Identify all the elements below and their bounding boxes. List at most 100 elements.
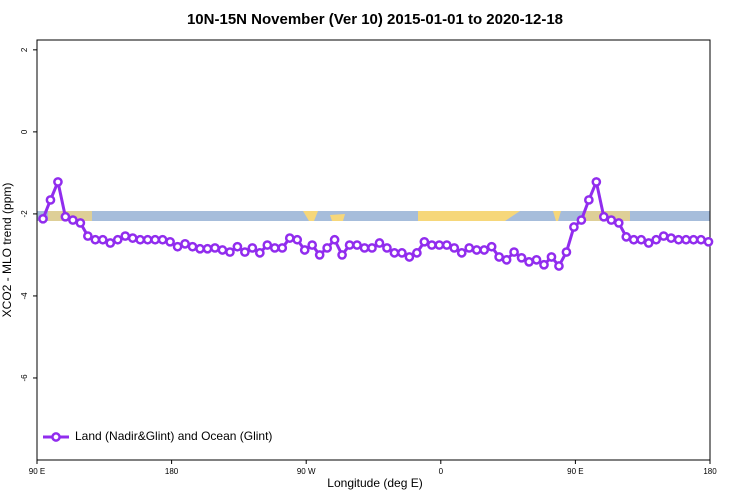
data-point: [172, 241, 183, 252]
data-point: [643, 238, 654, 248]
data-point: [284, 233, 295, 243]
data-point: [621, 232, 632, 242]
data-point: [75, 218, 86, 228]
legend-label: Land (Nadir&Glint) and Ocean (Glint): [75, 429, 272, 443]
data-point: [471, 245, 482, 255]
data-point: [516, 252, 527, 263]
data-point: [382, 243, 392, 253]
data-point: [696, 234, 706, 245]
data-point: [389, 248, 400, 258]
data-point: [97, 234, 108, 245]
data-point: [344, 240, 355, 250]
data-point: [673, 234, 684, 245]
data-point: [569, 222, 579, 232]
data-point: [269, 243, 280, 253]
data-point: [359, 243, 370, 253]
data-point: [307, 240, 318, 250]
data-point: [165, 236, 175, 247]
x-tick-label: 90 W: [297, 467, 316, 476]
x-tick-label: 180: [165, 467, 179, 476]
data-point: [202, 243, 213, 254]
data-point: [591, 177, 602, 187]
data-point: [374, 238, 385, 248]
data-point: [232, 241, 243, 252]
data-point: [509, 247, 519, 257]
data-point: [464, 243, 475, 253]
data-point: [404, 252, 415, 262]
data-point: [277, 243, 288, 253]
data-point: [539, 259, 549, 270]
data-point: [636, 234, 647, 245]
data-point: [120, 231, 131, 241]
data-point: [68, 215, 78, 225]
data-point: [554, 261, 564, 271]
x-tick-label: 90 E: [567, 467, 583, 476]
data-point: [666, 233, 676, 243]
data-point: [337, 250, 347, 260]
x-axis-label: Longitude (deg E): [327, 476, 422, 490]
data-point: [658, 231, 669, 241]
x-tick-label: 180: [703, 467, 717, 476]
data-point: [651, 234, 662, 245]
data-point: [38, 213, 48, 224]
data-point: [150, 234, 160, 245]
land-patch: [303, 211, 318, 221]
data-point: [314, 250, 325, 260]
x-tick-label: 0: [439, 467, 444, 476]
data-point: [292, 234, 303, 245]
data-point: [90, 234, 101, 245]
data-point: [45, 195, 56, 205]
data-point: [254, 248, 265, 258]
land-patch: [418, 211, 520, 221]
data-point: [426, 240, 437, 250]
ocean-band: [37, 211, 710, 221]
data-point: [142, 234, 153, 245]
y-tick-label: -2: [20, 210, 29, 218]
land-patch: [330, 214, 345, 221]
data-point: [367, 243, 377, 253]
data-point: [195, 243, 205, 254]
data-point: [135, 234, 146, 245]
data-point: [299, 245, 310, 255]
data-point: [247, 243, 258, 253]
data-point: [329, 234, 340, 245]
legend-marker: [51, 432, 61, 442]
data-point: [546, 252, 557, 262]
y-axis-label: XCO2 - MLO trend (ppm): [0, 183, 14, 318]
data-point: [53, 177, 63, 187]
data-point: [112, 234, 123, 245]
data-point: [613, 218, 624, 228]
data-point: [434, 240, 445, 250]
data-point: [561, 247, 572, 257]
data-point: [628, 234, 639, 245]
y-tick-label: -4: [20, 292, 29, 300]
data-point: [262, 240, 273, 250]
data-point: [703, 236, 714, 247]
data-point: [681, 234, 691, 245]
data-point: [60, 211, 71, 222]
data-point: [494, 252, 504, 262]
data-point: [322, 243, 332, 253]
data-point: [180, 238, 190, 249]
data-point: [419, 236, 430, 247]
y-tick-label: -6: [20, 374, 29, 382]
data-point: [501, 254, 512, 265]
data-point: [412, 248, 422, 258]
data-point: [82, 231, 93, 241]
chart-title: 10N-15N November (Ver 10) 2015-01-01 to …: [187, 11, 563, 28]
data-point: [606, 215, 617, 225]
data-point: [531, 254, 542, 265]
land-patch: [553, 211, 561, 221]
data-point: [187, 241, 198, 252]
data-point: [584, 195, 594, 205]
x-tick-label: 90 E: [29, 467, 45, 476]
data-point: [456, 248, 467, 258]
data-point: [240, 247, 250, 257]
data-point: [449, 243, 460, 253]
data-point: [225, 247, 235, 257]
data-point: [576, 215, 587, 225]
y-tick-label: 0: [20, 129, 29, 134]
data-point: [210, 243, 220, 253]
data-point: [441, 240, 452, 250]
data-point: [479, 245, 490, 255]
